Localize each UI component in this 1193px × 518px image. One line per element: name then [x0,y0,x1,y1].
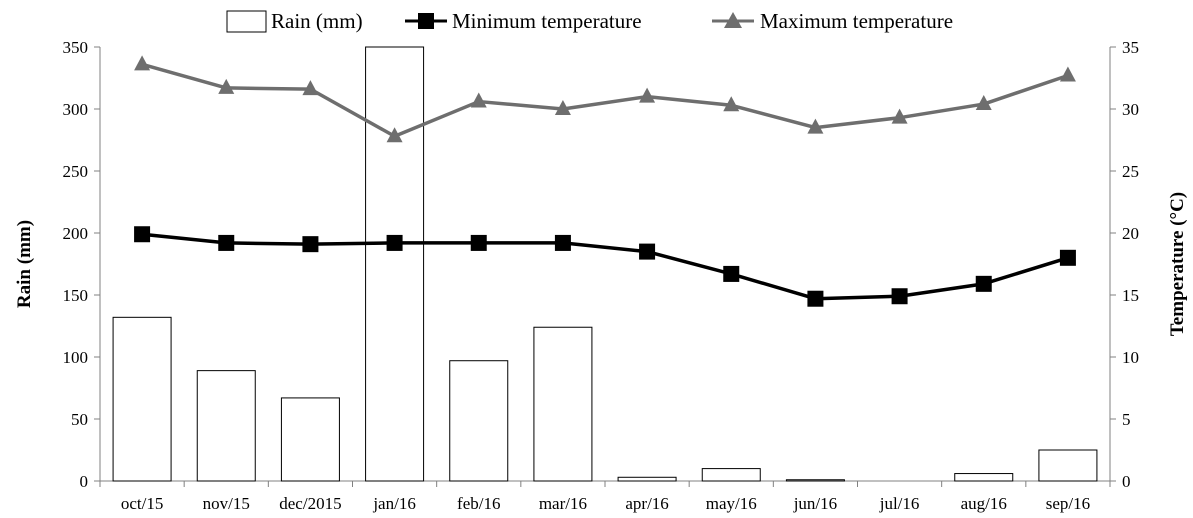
rain-bar [954,473,1014,482]
x-tick-label: oct/15 [121,494,164,513]
min-temperature-point [302,236,319,253]
x-tick-label: feb/16 [457,494,500,513]
min-temperature-point [975,275,992,292]
x-tick-label: jul/16 [879,494,920,513]
right-tick-label: 5 [1122,410,1131,429]
max-temperature-point [218,78,235,94]
x-tick-label: dec/2015 [279,494,341,513]
y-axis-title: Rain (mm) [14,220,35,308]
min-temperature-point [470,234,487,251]
max-temperature-point [639,87,656,103]
min-temperature-point [134,226,151,243]
x-tick-label: nov/15 [203,494,250,513]
left-tick-label: 250 [63,162,89,181]
x-tick-label: apr/16 [625,494,668,513]
max-temperature-point [891,108,908,124]
legend-rain-swatch [226,10,267,33]
x-tick-label: jan/16 [372,494,416,513]
rain-bar [617,476,677,482]
min-temperature-point [807,290,824,307]
left-tick-label: 300 [63,100,89,119]
rain-bar [1038,449,1098,482]
max-temperature-point [470,92,487,108]
rain-bar [701,468,761,482]
y2-axis-title: Temperature (°C) [1167,192,1188,336]
legend-max-label: Maximum temperature [760,9,953,33]
legend-min-label: Minimum temperature [452,9,642,33]
max-temperature-point [1059,66,1076,82]
right-tick-label: 30 [1122,100,1139,119]
max-temperature-point [807,118,824,134]
x-tick-label: jun/16 [793,494,837,513]
min-temperature-line [141,232,1069,301]
max-temperature-point [723,96,740,112]
left-tick-label: 150 [63,286,89,305]
max-temperature-point [134,55,151,71]
right-tick-label: 35 [1122,38,1139,57]
left-tick-label: 100 [63,348,89,367]
rain-bar [280,397,340,482]
left-axis-ticks: 0 50 100 150 200 250 300 350 [63,38,100,491]
right-tick-label: 20 [1122,224,1139,243]
max-temperature-point [386,127,403,143]
x-tick-label: mar/16 [539,494,587,513]
rain-bar [785,479,845,482]
right-tick-label: 15 [1122,286,1139,305]
right-tick-label: 25 [1122,162,1139,181]
legend: Rain (mm) Minimum temperature Maximum te… [226,9,953,33]
right-tick-label: 0 [1122,472,1131,491]
min-temperature-point [723,265,740,282]
rain-bar [533,326,593,482]
legend-rain-label: Rain (mm) [271,9,363,33]
left-tick-label: 350 [63,38,89,57]
min-temperature-point [386,234,403,251]
legend-min-marker [418,13,434,29]
min-temperature-point [891,288,908,305]
left-tick-label: 50 [71,410,88,429]
legend-max-marker [724,12,742,28]
max-temperature-series [134,55,1076,143]
max-temperature-point [302,80,319,96]
max-temperature-point [554,100,571,115]
rain-bar [112,316,172,482]
x-axis-ticks: oct/15 nov/15 dec/2015 jan/16 feb/16 mar/16 ap… [99,481,1111,513]
right-axis-ticks: 0 5 10 15 20 25 30 35 [1110,38,1139,491]
min-temperature-point [218,234,235,251]
min-temperature-point [554,234,571,251]
min-temperature-point [1059,249,1076,266]
x-tick-label: sep/16 [1046,494,1090,513]
min-temperature-point [639,243,656,260]
rain-bar [196,370,256,482]
min-temperature-series [134,226,1076,307]
rain-bar [365,46,425,482]
right-tick-label: 10 [1122,348,1139,367]
left-tick-label: 0 [80,472,89,491]
x-tick-label: aug/16 [961,494,1007,513]
max-temperature-line [141,62,1069,139]
max-temperature-point [975,95,992,111]
left-tick-label: 200 [63,224,89,243]
x-tick-label: may/16 [706,494,757,513]
rain-bar [449,360,509,482]
rain-bars [112,46,1098,482]
